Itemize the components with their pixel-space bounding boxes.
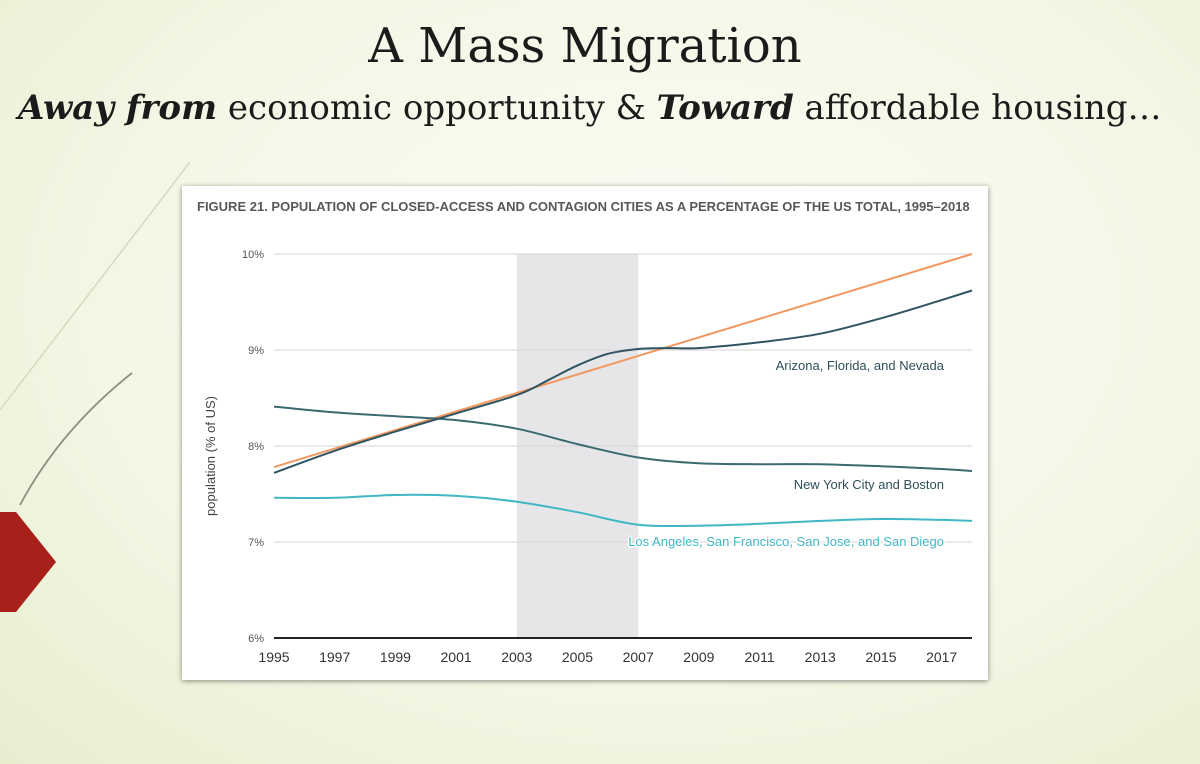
decorative-line [0, 161, 191, 411]
trend-line [273, 253, 973, 469]
x-tick-label: 2005 [562, 649, 593, 665]
decorative-curve [19, 372, 133, 506]
chart-figure: 6% 7% 8% 9% 10% 1995 1997 1999 2001 2003 2005 2007 2… [182, 186, 988, 680]
y-tick-label: 6% [248, 633, 264, 645]
x-tick-label: 2003 [501, 649, 532, 665]
subtitle-text-1: economic opportunity & [217, 88, 657, 128]
y-axis-label: population (% of US) [203, 396, 218, 516]
y-tick-label: 7% [248, 537, 264, 549]
series-label-ca-cities: Los Angeles, San Francisco, San Jose, an… [628, 534, 944, 549]
series-label-nyc-boston: New York City and Boston [794, 477, 944, 492]
x-tick-label: 1997 [319, 649, 350, 665]
y-tick-label: 9% [248, 345, 264, 357]
series-line-nyc-boston [273, 405, 973, 472]
x-tick-label: 2011 [745, 649, 775, 665]
x-tick-label: 2013 [805, 649, 836, 665]
subtitle-text-2: affordable housing… [793, 88, 1162, 128]
subtitle-emphasis-away: Away from [18, 88, 218, 128]
x-tick-label: 2009 [683, 649, 714, 665]
chart-title: FIGURE 21. POPULATION OF CLOSED-ACCESS A… [197, 199, 970, 214]
series-label-arizona-florida-nevada: Arizona, Florida, and Nevada [776, 358, 945, 373]
x-tick-label: 1995 [258, 649, 289, 665]
subtitle-emphasis-toward: Toward [656, 88, 794, 128]
series-line-ca-cities [273, 493, 973, 528]
series-line-arizona-florida-nevada [273, 289, 973, 474]
y-tick-label: 8% [248, 441, 264, 453]
slide-subtitle: Away from economic opportunity & Toward … [18, 88, 1162, 128]
x-tick-label: 2001 [441, 649, 472, 665]
line-chart: 6% 7% 8% 9% 10% 1995 1997 1999 2001 2003 2005 2007 2… [203, 249, 973, 665]
x-tick-label: 2007 [623, 649, 654, 665]
x-tick-label: 1999 [380, 649, 411, 665]
x-tick-label: 2015 [865, 649, 896, 665]
x-tick-label: 2017 [926, 649, 957, 665]
slide-title: A Mass Migration [368, 18, 802, 74]
y-tick-label: 10% [242, 249, 264, 261]
red-accent-shape [0, 512, 56, 612]
